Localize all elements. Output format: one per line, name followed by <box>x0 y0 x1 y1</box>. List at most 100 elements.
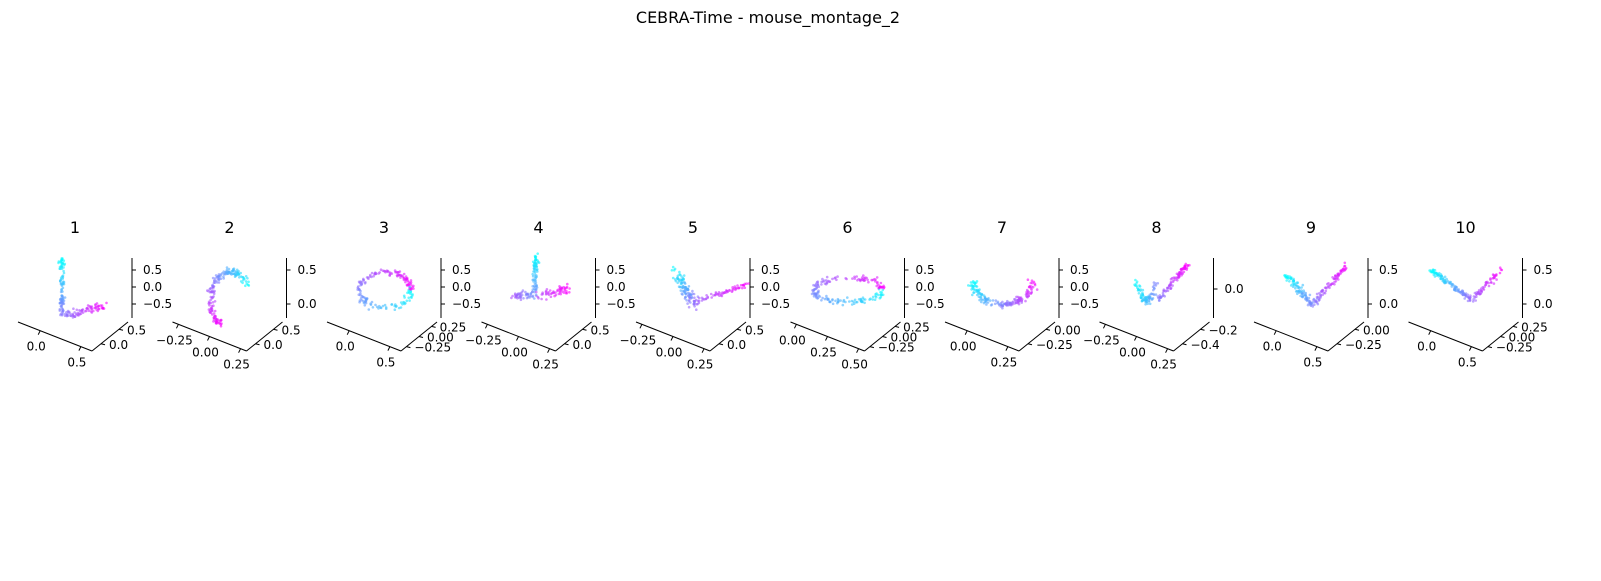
scatter-point <box>247 280 250 284</box>
y-tick-label: −0.25 <box>1036 338 1073 352</box>
scatter-point <box>1288 280 1291 283</box>
z-tick-label: 0.0 <box>143 280 162 294</box>
scatter-point <box>1167 284 1171 287</box>
x-tick-mark <box>793 324 797 329</box>
scatter-point <box>717 291 721 294</box>
scatter-point <box>990 303 994 306</box>
scatter-point <box>402 272 406 276</box>
scatter-point <box>361 281 364 284</box>
scatter-point <box>1176 276 1179 280</box>
scatter-point <box>364 301 368 305</box>
z-tick-label: −0.5 <box>143 297 172 311</box>
scatter-point <box>1141 293 1145 297</box>
scatter-point <box>568 287 571 290</box>
scatter-point <box>689 301 692 304</box>
scatter-point <box>560 286 564 290</box>
x-tick-label: 0.00 <box>192 346 219 360</box>
scatter-point <box>59 313 62 317</box>
y-axis-line <box>709 321 747 352</box>
y-tick-mark <box>406 346 411 349</box>
scatter-point <box>534 293 538 297</box>
scatter-point <box>535 275 538 279</box>
scatter-point <box>736 284 739 287</box>
scatter-point <box>820 299 823 302</box>
x-axis-line <box>326 321 402 352</box>
scatter-point <box>985 303 988 306</box>
scatter-point <box>545 298 548 301</box>
scatter-point <box>231 267 235 271</box>
scatter-point <box>1179 267 1183 271</box>
scatter-point <box>372 274 375 278</box>
scatter-point <box>976 289 980 293</box>
x-tick-mark <box>1165 348 1169 353</box>
scatter-point <box>1286 276 1290 280</box>
panel-title: 4 <box>533 218 543 237</box>
x-tick-label: 0.5 <box>67 356 86 370</box>
scatter-point <box>1439 276 1443 280</box>
scatter-point <box>521 289 525 292</box>
x-tick-label: 0.00 <box>779 333 806 347</box>
scatter-point <box>875 284 878 288</box>
scatter-point <box>1152 293 1156 297</box>
scatter-point <box>210 287 213 290</box>
scatter-point <box>861 296 865 300</box>
scatter-point <box>1027 290 1030 294</box>
scatter-point <box>670 269 674 272</box>
scatter-point <box>834 299 837 303</box>
scatter-point <box>1169 287 1172 290</box>
scatter-point <box>678 285 682 289</box>
scatter-point <box>1498 271 1502 275</box>
scatter-point <box>1495 274 1498 277</box>
scatter-point <box>822 279 826 283</box>
scatter-point <box>823 297 827 301</box>
y-tick-mark <box>1027 343 1033 346</box>
scatter-point <box>684 285 687 289</box>
x-tick-mark <box>1005 346 1009 351</box>
scatter-point <box>86 304 90 307</box>
scatter-point <box>1290 276 1293 279</box>
scatter-point <box>390 303 393 306</box>
scatter-point <box>1466 299 1470 303</box>
scatter-point <box>817 285 821 289</box>
scatter-point <box>532 270 535 273</box>
scatter-point <box>534 255 538 258</box>
scatter-point <box>1302 293 1306 297</box>
panel-3: 3 0.0 0.5 0.250.00−0.25 0.5 0.0 −0.5 <box>326 218 481 370</box>
y-tick-mark <box>1512 325 1518 328</box>
scatter-point <box>536 252 539 255</box>
scatter-point <box>878 296 882 300</box>
scatter-point <box>867 280 870 284</box>
scatter-point <box>1334 274 1337 277</box>
scatter-point <box>856 279 859 282</box>
scatter-point <box>741 286 744 290</box>
scatter-point <box>97 307 101 311</box>
scatter-point <box>544 293 548 296</box>
scatter-point <box>874 280 877 283</box>
scatter-point <box>387 270 390 274</box>
scatter-point <box>994 299 998 302</box>
scatter-point <box>986 301 990 304</box>
scatter-point <box>72 307 75 311</box>
scatter-point <box>690 296 694 300</box>
y-axis-line <box>1327 321 1365 352</box>
x-tick-label: 0.25 <box>991 356 1018 370</box>
scatter-point <box>859 278 862 282</box>
scatter-point <box>1030 290 1033 294</box>
scatter-point <box>529 294 533 298</box>
z-tick-label: −0.5 <box>607 297 636 311</box>
scatter-point <box>859 297 863 301</box>
scatter-point <box>1433 275 1437 278</box>
scatter-points <box>1283 261 1348 308</box>
scatter-point <box>881 293 885 297</box>
scatter-point <box>1452 288 1456 292</box>
scatter-point <box>531 278 534 282</box>
scatter-point <box>533 261 537 265</box>
scatter-point <box>1020 301 1023 304</box>
scatter-point <box>232 272 235 276</box>
scatter-point <box>1294 287 1297 290</box>
scatter-point <box>716 293 720 296</box>
scatter-point <box>208 309 212 312</box>
scatter-point <box>1453 286 1456 290</box>
y-tick-label: 0.0 <box>109 338 128 352</box>
